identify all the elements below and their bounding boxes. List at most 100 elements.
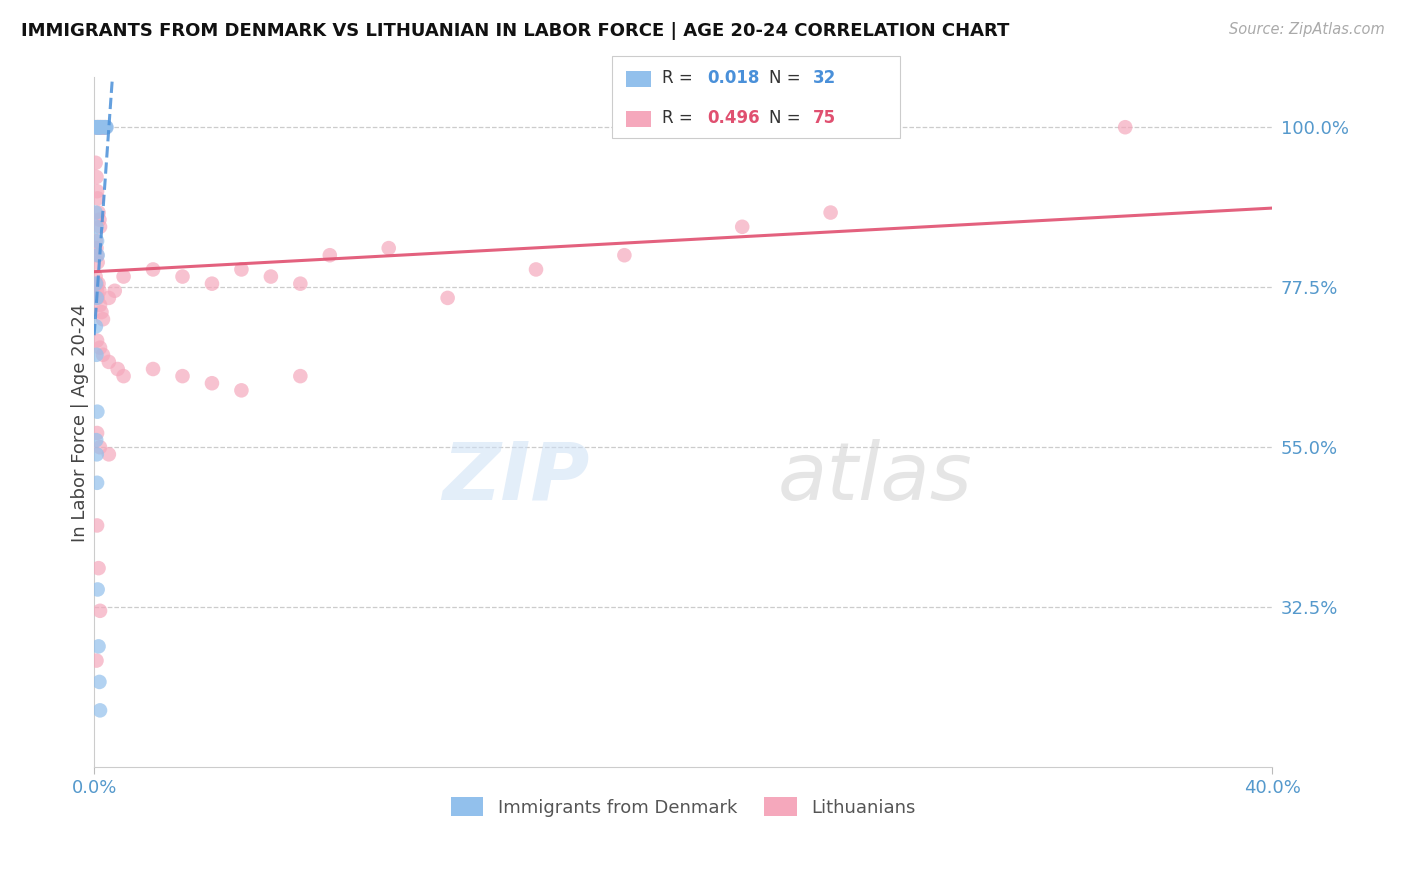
Point [94, 120, 117, 135]
Point [319, 248, 342, 262]
Point [86, 518, 108, 533]
Point [89, 120, 111, 135]
Point [84, 277, 107, 291]
Point [97, 355, 120, 369]
Point [112, 269, 135, 284]
Point [231, 262, 253, 277]
Point [731, 219, 754, 234]
Point [97, 291, 120, 305]
Point [86, 447, 108, 461]
Point [377, 241, 399, 255]
Point [84, 120, 107, 135]
Text: N =: N = [769, 70, 800, 87]
Point [89, 120, 111, 135]
Text: ZIP: ZIP [441, 439, 589, 516]
Text: atlas: atlas [778, 439, 973, 516]
Point [86, 277, 108, 291]
Point [86, 248, 108, 262]
Point [86, 248, 108, 262]
Point [87, 277, 110, 291]
Point [524, 262, 547, 277]
Point [86, 405, 108, 419]
Text: 0.496: 0.496 [707, 109, 759, 127]
Point [172, 269, 194, 284]
Point [172, 369, 194, 384]
Point [89, 284, 111, 298]
Point [86, 120, 108, 135]
Point [104, 284, 127, 298]
Point [86, 184, 108, 198]
Point [86, 334, 108, 348]
Point [87, 120, 110, 135]
Point [89, 219, 111, 234]
Point [112, 369, 135, 384]
Point [84, 120, 107, 135]
Point [290, 369, 312, 384]
Text: N =: N = [769, 109, 800, 127]
Point [87, 120, 110, 135]
Point [84, 155, 107, 169]
Point [84, 205, 107, 219]
Point [231, 384, 253, 398]
Point [86, 348, 108, 362]
Point [86, 255, 108, 269]
Point [93, 120, 115, 135]
Point [83, 120, 105, 135]
Point [84, 234, 107, 248]
Text: 0.018: 0.018 [707, 70, 759, 87]
Point [86, 291, 108, 305]
Text: IMMIGRANTS FROM DENMARK VS LITHUANIAN IN LABOR FORCE | AGE 20-24 CORRELATION CHA: IMMIGRANTS FROM DENMARK VS LITHUANIAN IN… [21, 22, 1010, 40]
Point [86, 191, 108, 205]
Point [86, 169, 108, 184]
Point [89, 120, 111, 135]
Point [96, 120, 118, 135]
Point [107, 362, 129, 376]
Point [613, 248, 636, 262]
Point [90, 120, 112, 135]
Point [86, 120, 108, 135]
Point [86, 219, 108, 234]
Point [91, 348, 114, 362]
Point [90, 120, 112, 135]
Point [93, 120, 115, 135]
Point [86, 120, 108, 135]
Point [90, 120, 112, 135]
Point [97, 447, 120, 461]
Point [91, 312, 114, 326]
Point [87, 205, 110, 219]
Point [201, 376, 224, 391]
Point [86, 291, 108, 305]
Point [86, 120, 108, 135]
Text: R =: R = [662, 70, 693, 87]
Point [93, 120, 115, 135]
Point [86, 284, 108, 298]
Point [87, 120, 110, 135]
Point [89, 298, 111, 312]
Point [1114, 120, 1136, 135]
Text: 32: 32 [813, 70, 837, 87]
Point [201, 277, 224, 291]
Point [89, 674, 111, 689]
Point [84, 319, 107, 334]
Point [87, 120, 110, 135]
Point [290, 277, 312, 291]
Point [87, 640, 110, 654]
Text: 75: 75 [813, 109, 835, 127]
Point [89, 703, 111, 717]
Point [142, 362, 165, 376]
Point [86, 120, 108, 135]
Point [94, 120, 117, 135]
Point [86, 654, 108, 668]
Point [89, 341, 111, 355]
Point [86, 234, 108, 248]
Point [94, 120, 117, 135]
Point [89, 440, 111, 454]
Point [86, 475, 108, 490]
Point [90, 305, 112, 319]
Legend: Immigrants from Denmark, Lithuanians: Immigrants from Denmark, Lithuanians [444, 790, 922, 824]
Point [820, 205, 842, 219]
Point [86, 120, 108, 135]
Point [93, 120, 115, 135]
Point [436, 291, 458, 305]
Point [260, 269, 283, 284]
